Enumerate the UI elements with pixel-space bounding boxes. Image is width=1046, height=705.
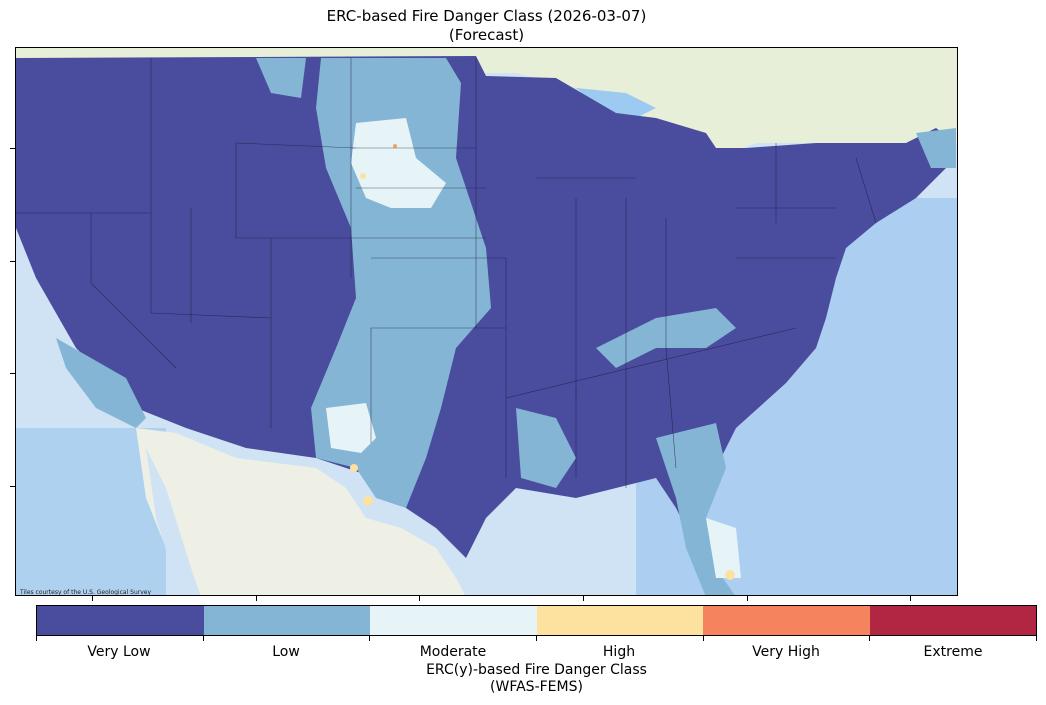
legend-label-very-low: Very Low: [87, 644, 151, 660]
colorbar-segment-extreme: [869, 606, 1036, 635]
zone-moderate-dakotas: [351, 118, 446, 208]
title-line1: ERC-based Fire Danger Class (2026-03-07): [326, 7, 647, 25]
chart-title: ERC-based Fire Danger Class (2026-03-07)…: [15, 7, 958, 45]
legend-label-low: Low: [272, 644, 300, 660]
legend-label-high: High: [602, 644, 636, 660]
colorbar-tick: [869, 636, 870, 641]
x-tick: [92, 596, 93, 601]
mexico-land: [136, 428, 465, 595]
colorbar: [36, 605, 1037, 636]
gulf-of-california: [146, 448, 201, 595]
colorbar-segment-very-low: [37, 606, 204, 635]
zone-low-california: [56, 338, 146, 428]
y-tick: [10, 261, 15, 262]
x-tick: [747, 596, 748, 601]
spot-high-5: [393, 144, 397, 148]
colorbar-segment-low: [203, 606, 370, 635]
colorbar-tick: [703, 636, 704, 641]
colorbar-tick: [36, 636, 37, 641]
spot-high-3: [363, 496, 373, 506]
zone-moderate-florida: [706, 518, 741, 578]
colorbar-segment-moderate: [370, 606, 537, 635]
map-panel[interactable]: Tiles courtesy of the U.S. Geological Su…: [15, 47, 958, 596]
colorbar-tick: [536, 636, 537, 641]
y-tick: [10, 486, 15, 487]
zone-moderate-texas: [326, 403, 376, 453]
lake-superior: [576, 88, 656, 118]
y-tick: [10, 373, 15, 374]
zone-low-montana: [256, 58, 306, 98]
x-tick: [419, 596, 420, 601]
legend-label-very-high: Very High: [752, 644, 820, 660]
spot-high-1: [360, 173, 366, 179]
x-tick: [583, 596, 584, 601]
colorbar-tick: [369, 636, 370, 641]
legend-label-moderate: Moderate: [419, 644, 487, 660]
zone-low-maine: [916, 128, 956, 168]
colorbar-title-line2: (WFAS-FEMS): [490, 679, 583, 695]
colorbar-title-line1: ERC(y)-based Fire Danger Class: [426, 662, 647, 678]
canada-land: [16, 48, 957, 158]
legend-label-extreme: Extreme: [923, 644, 983, 660]
map-svg: Tiles courtesy of the U.S. Geological Su…: [16, 48, 957, 596]
colorbar-tick: [1036, 636, 1037, 641]
colorbar-tick: [203, 636, 204, 641]
colorbar-segment-very-high: [703, 606, 870, 635]
title-line2: (Forecast): [448, 26, 525, 44]
colorbar-segment-high: [536, 606, 703, 635]
spot-high-2: [350, 464, 358, 472]
spot-high-4: [725, 570, 735, 580]
x-tick: [910, 596, 911, 601]
zone-low-louisiana: [516, 408, 576, 488]
attribution-text: Tiles courtesy of the U.S. Geological Su…: [19, 589, 151, 596]
x-tick: [256, 596, 257, 601]
colorbar-title: ERC(y)-based Fire Danger Class (WFAS-FEM…: [36, 662, 1037, 696]
state-borders: [16, 58, 877, 488]
y-tick: [10, 148, 15, 149]
